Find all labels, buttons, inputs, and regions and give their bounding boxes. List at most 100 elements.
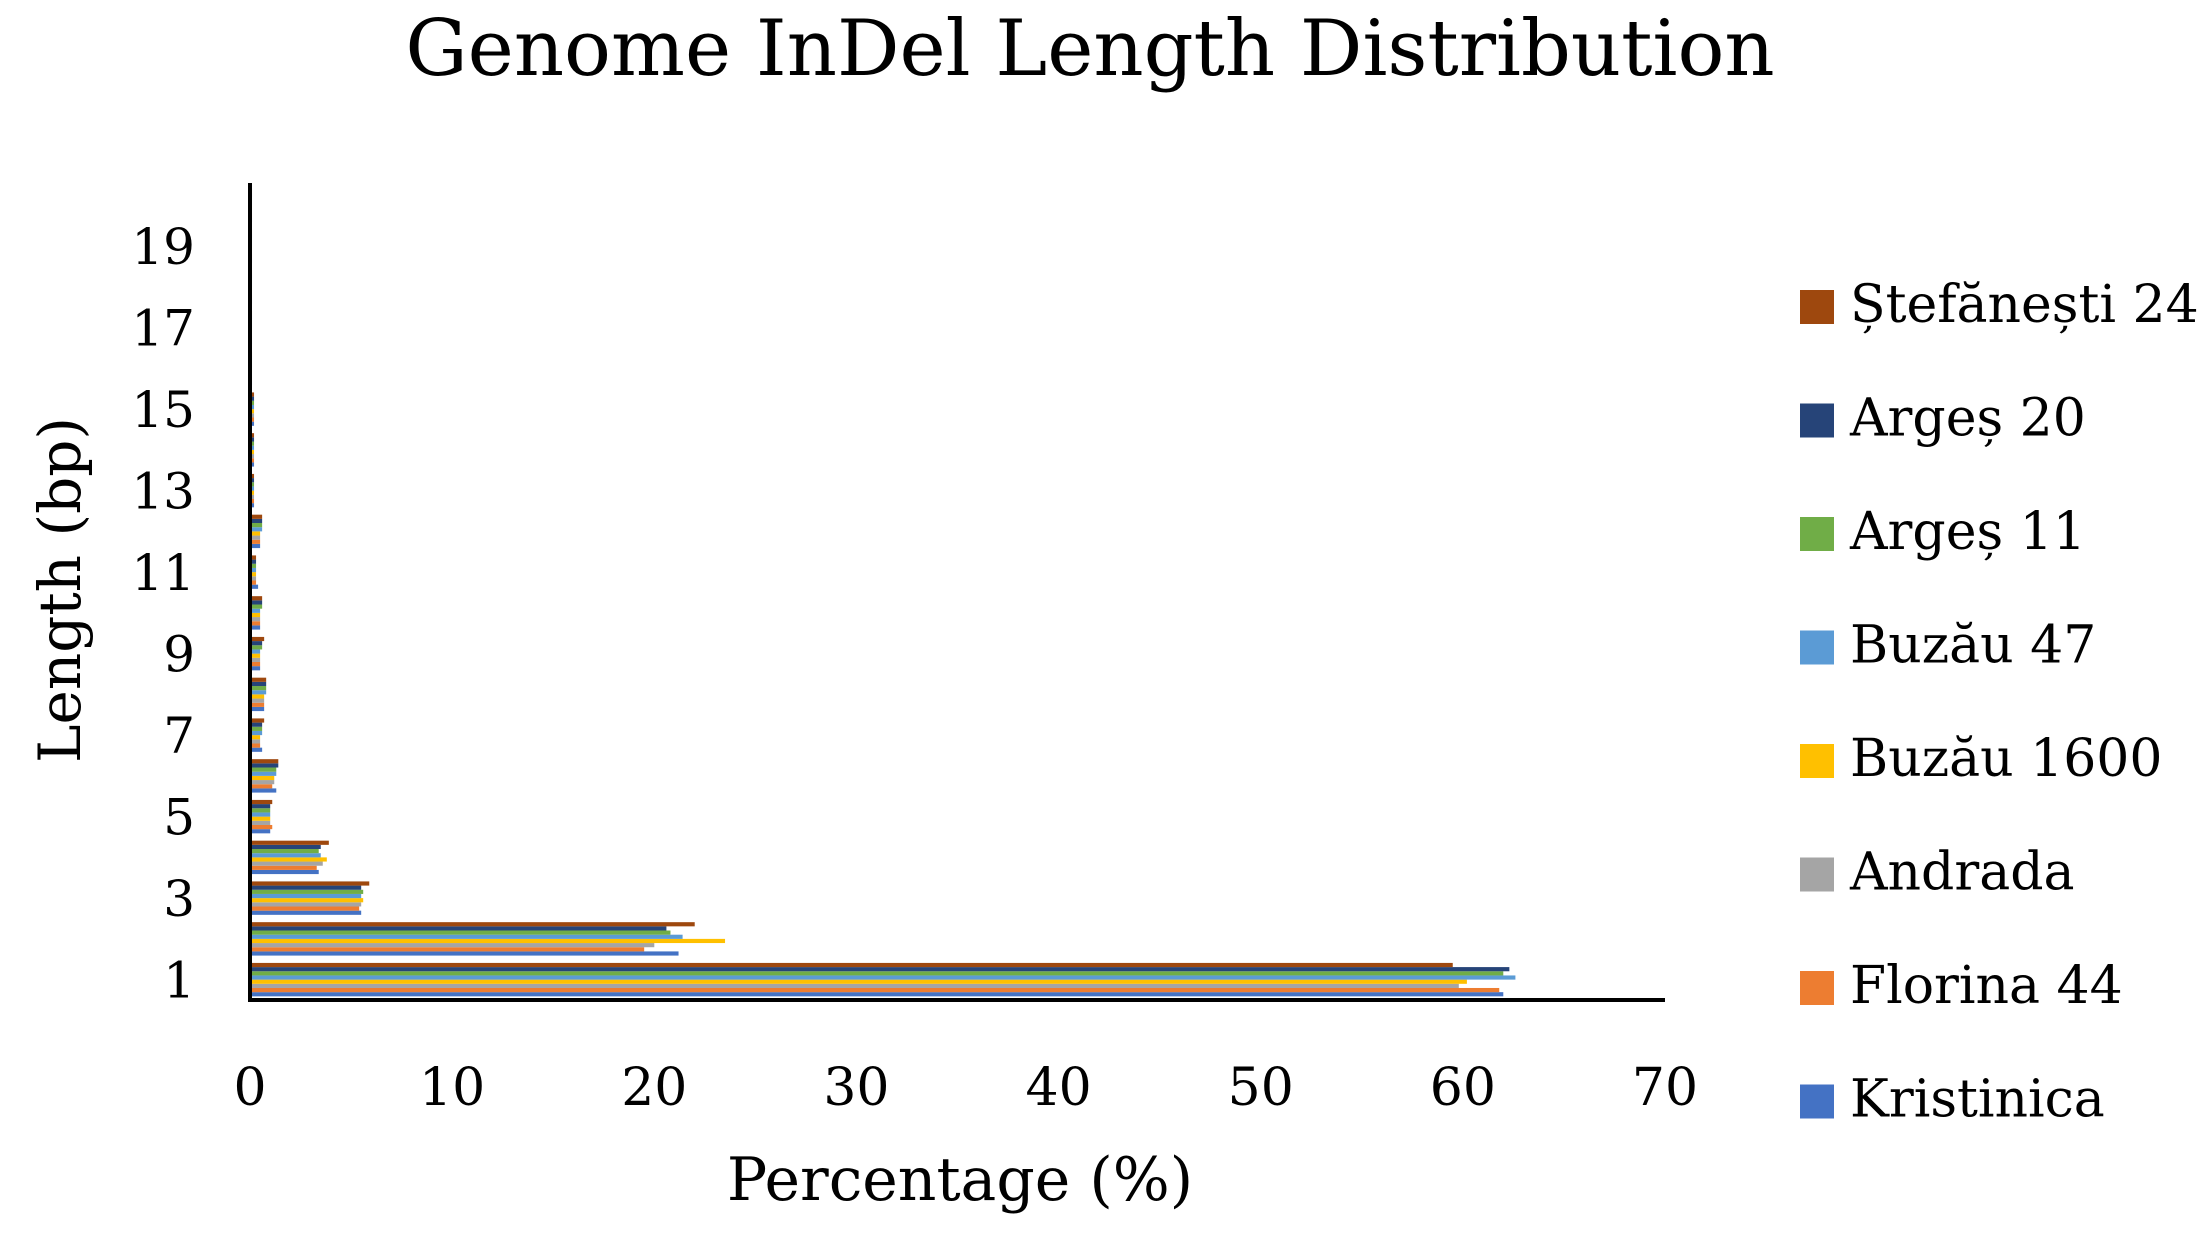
bar-len5-andrada [250,820,271,825]
bar-len11-buz-u-1600 [250,572,257,577]
bar-len12-kristinica [250,543,261,549]
bar-len7-andrada [250,739,261,744]
bar-len7-arge-20 [250,722,263,727]
x-tick-labels: 0 10 20 30 40 50 60 70 [233,1058,1698,1118]
bar-len1-arge-20 [250,967,1510,972]
bar-len11--tef-ne-ti-24 [250,555,257,560]
bar-len14-kristinica [250,462,255,467]
bar-len14--tef-ne-ti-24 [250,433,255,438]
bar-len4-buz-u-47 [250,853,321,858]
bar-len12-arge-11 [250,523,263,528]
bar-len11-arge-20 [250,559,257,564]
bar-len15-buz-u-47 [250,404,255,410]
bar-len6-arge-20 [250,763,279,768]
bar-len10-andrada [250,617,261,622]
bar-len7-florina-44 [250,743,261,748]
bar-len13-buz-u-1600 [250,490,255,495]
bar-len12-andrada [250,535,261,540]
bar-len3-florina-44 [250,906,360,911]
y-tick-label: 15 [131,381,195,439]
bar-len7-buz-u-1600 [250,735,261,740]
x-axis-label: Percentage (%) [727,1145,1193,1215]
x-tick-label: 10 [419,1058,485,1118]
legend-swatch [1800,1084,1834,1119]
bars-group [250,188,1516,997]
bar-len5-kristinica [250,829,271,834]
legend-label: Buzău 47 [1850,616,2096,676]
bar-len1-florina-44 [250,987,1500,993]
bar-len5-florina-44 [250,824,273,830]
bar-len8-kristinica [250,706,265,712]
legend-swatch [1800,630,1834,665]
bar-len8-andrada [250,698,265,703]
bar-len2-buz-u-47 [250,934,683,939]
bar-len3-arge-11 [250,889,364,894]
bar-len6-arge-11 [250,767,277,772]
bar-len9-arge-20 [250,641,263,646]
bar-len8-buz-u-47 [250,690,267,695]
bar-len14-arge-20 [250,437,255,442]
bar-len5--tef-ne-ti-24 [250,799,273,805]
legend: Ștefănești 24 Argeș 20 Argeș 11 Buzău 47 Buz… [1800,275,2197,1130]
bar-len12-buz-u-47 [250,527,263,532]
bar-len7-kristinica [250,747,263,752]
bar-len13-buz-u-47 [250,486,255,491]
legend-label: Buzău 1600 [1850,729,2162,789]
bar-len12-arge-20 [250,518,263,524]
bar-len10--tef-ne-ti-24 [250,596,263,601]
bar-len13-andrada [250,494,255,499]
bar-len9--tef-ne-ti-24 [250,636,265,642]
bar-len9-florina-44 [250,661,261,667]
bar-len12-buz-u-1600 [250,531,261,536]
bar-len13-kristinica [250,503,255,508]
x-tick-label: 20 [621,1058,687,1118]
bar-len15--tef-ne-ti-24 [250,392,255,397]
bar-len6-kristinica [250,788,277,793]
legend-label: Florina 44 [1850,956,2123,1016]
bar-len5-arge-20 [250,804,271,809]
bar-len1-kristinica [250,992,1504,997]
bar-len1--tef-ne-ti-24 [250,962,1453,968]
bar-len7-arge-11 [250,726,263,731]
legend-swatch [1800,971,1834,1005]
bar-len6-andrada [250,780,275,785]
bar-len6-buz-u-1600 [250,775,275,781]
bar-len2-florina-44 [250,947,645,952]
bar-len3-buz-u-1600 [250,898,364,903]
y-tick-label: 3 [163,870,195,928]
bar-len10-buz-u-1600 [250,612,261,618]
legend-label: Kristinica [1850,1070,2105,1130]
y-tick-label: 1 [163,952,195,1010]
bar-len1-andrada [250,983,1459,988]
y-tick-label: 7 [163,707,195,765]
x-tick-label: 70 [1632,1058,1698,1118]
bar-len13-florina-44 [250,498,255,504]
bar-len5-buz-u-1600 [250,816,271,821]
bar-len14-buz-u-1600 [250,449,255,455]
bar-len3-kristinica [250,910,362,915]
x-tick-label: 60 [1430,1058,1496,1118]
bar-len14-andrada [250,454,255,459]
bar-len9-kristinica [250,666,261,671]
bar-len14-arge-11 [250,441,255,446]
y-tick-label: 9 [163,626,195,684]
bar-len11-andrada [250,576,257,581]
bar-len14-florina-44 [250,458,255,463]
y-tick-label: 5 [163,789,195,847]
legend-swatch [1800,857,1834,892]
bar-len7-buz-u-47 [250,730,263,736]
bar-len5-buz-u-47 [250,812,271,817]
bar-len7--tef-ne-ti-24 [250,718,265,723]
x-tick-label: 50 [1228,1058,1294,1118]
bar-len3-arge-20 [250,885,362,890]
bar-len15-arge-20 [250,396,255,401]
bar-len3--tef-ne-ti-24 [250,881,370,886]
bar-len15-buz-u-1600 [250,409,255,414]
bar-len15-kristinica [250,421,255,426]
chart-title: Genome InDel Length Distribution [405,4,1774,94]
bar-len4-arge-11 [250,849,319,854]
bar-len1-buz-u-1600 [250,979,1467,984]
bar-len15-florina-44 [250,417,255,422]
bar-len8--tef-ne-ti-24 [250,677,267,682]
